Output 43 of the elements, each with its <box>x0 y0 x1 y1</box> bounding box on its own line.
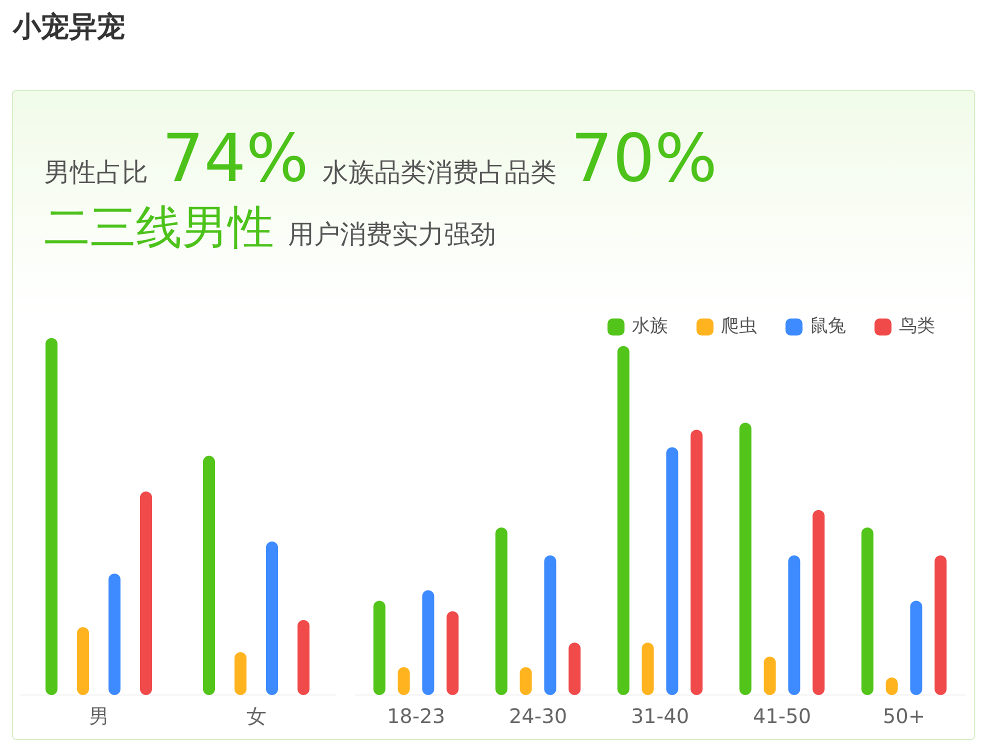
bar <box>203 456 215 695</box>
x-tick-label: 31-40 <box>630 704 690 728</box>
bar <box>934 555 947 695</box>
bar <box>495 527 508 695</box>
x-tick-label: 18-23 <box>386 704 446 728</box>
text: 70% <box>570 120 718 197</box>
x-tick-label: 男 <box>88 704 109 728</box>
bar <box>666 447 678 695</box>
x-tick-label: 女 <box>246 704 266 728</box>
bar <box>812 510 825 695</box>
bar <box>234 652 246 695</box>
bar <box>298 620 310 695</box>
bar <box>108 574 120 695</box>
bar <box>690 430 703 695</box>
text: 二三线男性 <box>44 199 274 256</box>
legend-label: 鸟类 <box>899 316 935 337</box>
bar <box>77 627 89 695</box>
bar <box>764 656 776 695</box>
x-tick-label: 24-30 <box>508 704 568 728</box>
bar <box>544 555 556 695</box>
legend-label: 鼠兔 <box>810 316 846 337</box>
bar <box>140 492 152 695</box>
chart-title: 小宠异宠 <box>13 9 125 45</box>
bar <box>788 555 800 695</box>
x-tick-label: 41-50 <box>752 704 812 728</box>
bar <box>422 590 434 695</box>
bar <box>446 611 459 695</box>
bar <box>373 600 386 695</box>
text: 74% <box>162 120 309 197</box>
bar <box>46 338 58 695</box>
text: 男性占比 <box>44 157 148 190</box>
bar <box>861 527 874 695</box>
bar <box>266 541 278 695</box>
x-tick-label: 50+ <box>882 704 926 728</box>
text: 水族品类消费占品类 <box>322 157 557 190</box>
bar <box>910 600 922 695</box>
bar <box>739 422 752 695</box>
bar <box>642 642 654 695</box>
text: 用户消费实力强劲 <box>288 219 496 252</box>
legend-label: 爬虫 <box>721 316 757 337</box>
legend-label: 水族 <box>632 316 668 337</box>
bar <box>568 642 581 695</box>
bar <box>617 346 630 695</box>
